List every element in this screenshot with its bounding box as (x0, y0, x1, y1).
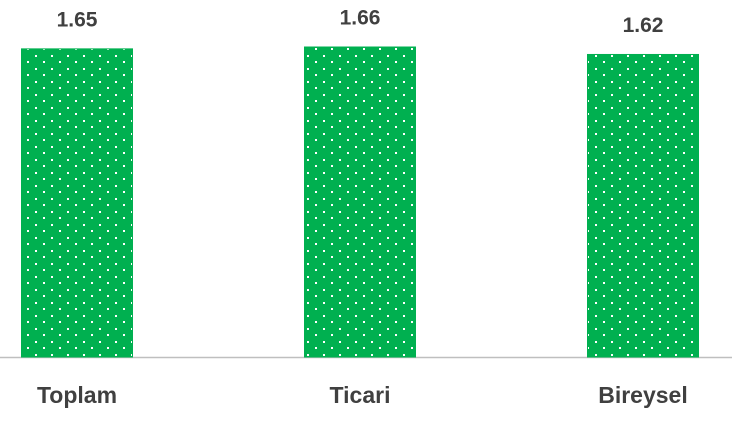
bar (587, 53, 699, 358)
x-tick-label: Bireysel (598, 382, 688, 408)
bar (21, 48, 133, 358)
value-label: 1.66 (340, 7, 381, 30)
value-label: 1.65 (57, 8, 98, 31)
x-tick-label: Toplam (37, 382, 117, 408)
bar (304, 46, 416, 358)
value-label: 1.62 (623, 14, 664, 37)
x-tick-label: Ticari (330, 382, 391, 408)
